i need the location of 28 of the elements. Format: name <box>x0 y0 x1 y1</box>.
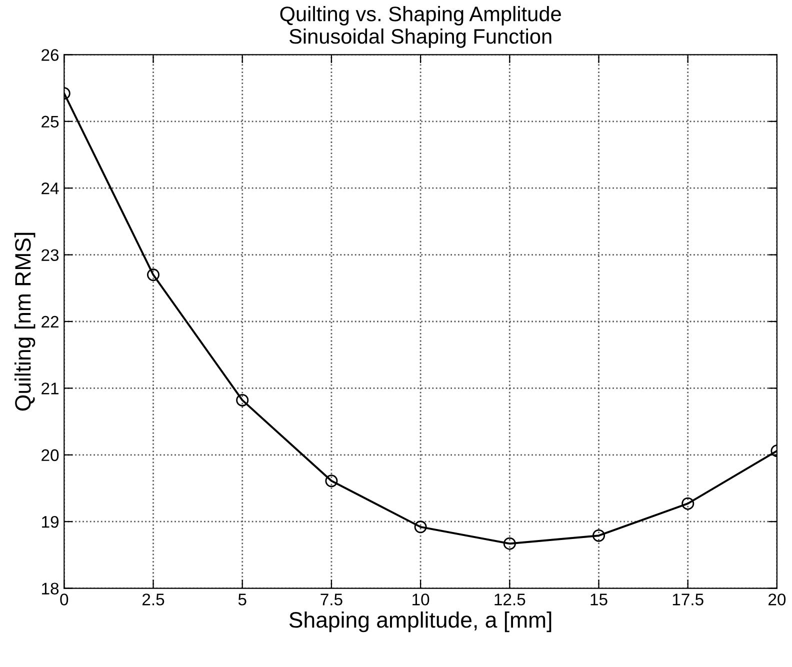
y-tick-label: 25 <box>42 116 59 128</box>
x-tick-label: 17.5 <box>672 594 704 606</box>
x-tick-label: 12.5 <box>494 594 526 606</box>
point <box>147 268 160 282</box>
x-tick-label: 2.5 <box>142 594 164 606</box>
y-tick-label: 21 <box>42 382 58 394</box>
point <box>236 394 249 406</box>
y-tick-label: 19 <box>42 516 59 528</box>
point <box>325 474 338 488</box>
point <box>503 537 516 550</box>
y-tick-label: 23 <box>42 249 59 261</box>
y-tick-label: 18 <box>42 582 59 594</box>
x-tick-label: 20 <box>768 594 786 606</box>
y-axis-title: Quilting [nm RMS] <box>14 232 36 411</box>
x-tick-label: 5 <box>238 594 246 606</box>
point <box>414 520 427 534</box>
y-tick-label: 22 <box>42 316 58 328</box>
point <box>682 497 694 510</box>
x-axis-title: Shaping amplitude, a [mm] <box>289 611 552 632</box>
y-tick-label: 26 <box>42 49 59 61</box>
y-tick-label: 20 <box>42 449 59 462</box>
x-tick-label: 0 <box>60 594 68 606</box>
x-tick-label: 10 <box>412 594 430 606</box>
x-tick-label: 7.5 <box>320 594 342 606</box>
chart-title: Quilting vs. Shaping Amplitude Sinusoidal Shaping Function <box>280 6 561 48</box>
y-tick-label: 24 <box>42 182 59 194</box>
point <box>592 529 605 542</box>
x-tick-label: 15 <box>590 594 608 606</box>
